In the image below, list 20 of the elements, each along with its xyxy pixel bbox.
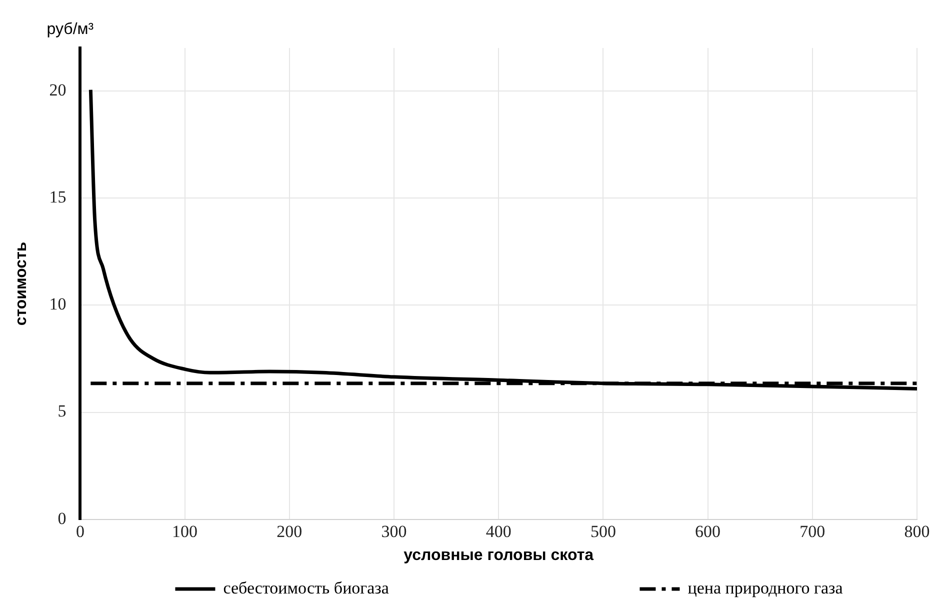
x-tick-label: 0: [76, 522, 84, 542]
y-axis-title: стоимость: [13, 242, 30, 326]
y-tick-label: 0: [58, 508, 66, 528]
x-tick-label: 100: [172, 522, 198, 542]
x-tick-label: 200: [276, 522, 302, 542]
line-series: [88, 88, 917, 390]
x-tick-label: 300: [381, 522, 407, 542]
x-tick-label: 400: [486, 522, 512, 542]
legend-label: цена природного газа: [688, 578, 844, 598]
x-tick-label: 600: [695, 522, 721, 542]
legend-label: себестоимость биогаза: [223, 578, 390, 598]
y-tick-label: 20: [49, 80, 66, 100]
y-tick-label: 15: [49, 187, 66, 206]
x-tick-label: 500: [590, 522, 616, 542]
x-tick-label: 800: [904, 522, 930, 542]
y-tick-label: 10: [49, 294, 66, 314]
y-tick-label: 5: [58, 402, 66, 421]
x-tick-label: 700: [800, 522, 826, 542]
text: руб/м³: [46, 21, 94, 38]
x-axis-title: условные головы скота: [404, 546, 594, 564]
